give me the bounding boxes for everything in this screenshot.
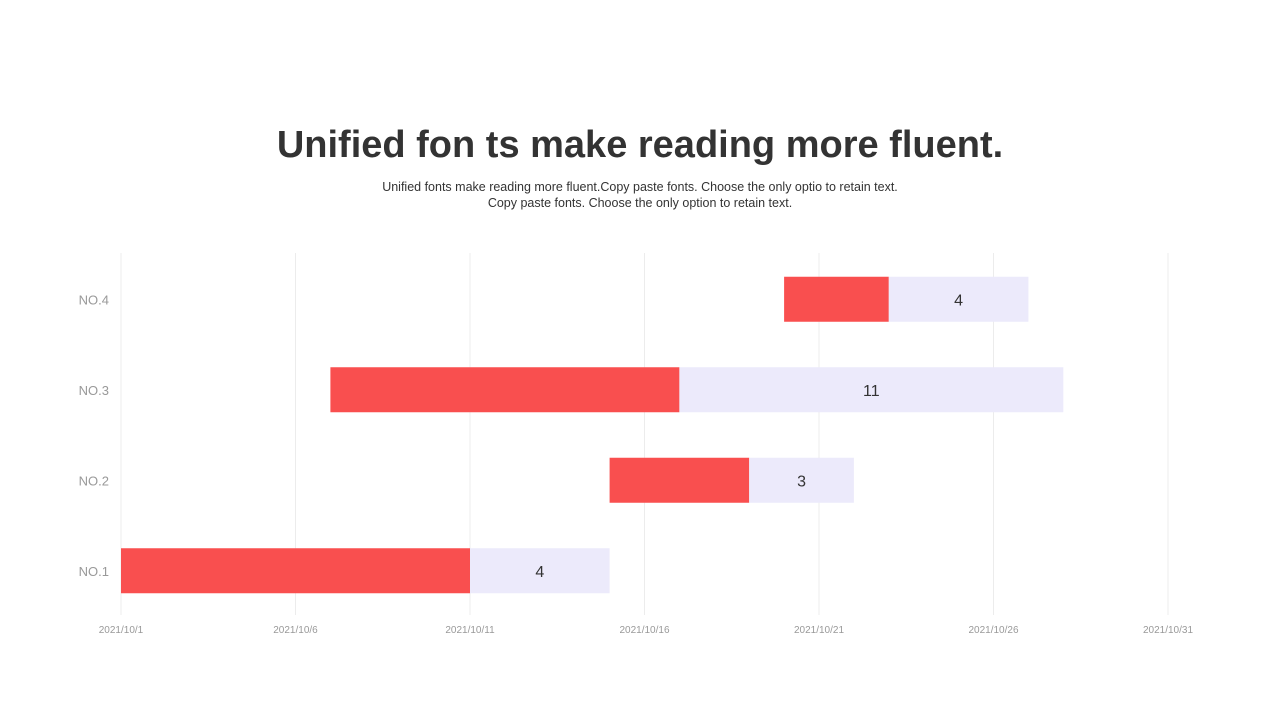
y-tick-label: NO.1 [79,564,109,579]
bar-remaining [749,457,854,503]
subtitle-line-1: Unified fonts make reading more fluent.C… [382,180,898,194]
y-tick-label: NO.4 [79,292,109,307]
chart-title: Unified fon ts make reading more fluent. [276,124,1004,166]
bar-elapsed [330,367,680,413]
y-tick-label: NO.2 [79,473,109,488]
data-label: 11 [863,383,880,400]
x-tick-label: 2021/10/1 [99,625,144,636]
data-label: 3 [797,473,806,490]
x-tick-label: 2021/10/6 [273,625,318,636]
data-label: 4 [535,564,544,581]
x-tick-label: 2021/10/21 [794,625,844,636]
bar-remaining [679,367,1064,413]
bar-remaining [888,276,1029,322]
x-tick-label: 2021/10/11 [445,625,495,636]
x-tick-label: 2021/10/31 [1143,625,1193,636]
data-label: 4 [954,292,963,309]
y-tick-label: NO.3 [79,383,109,398]
bar-elapsed [121,548,470,594]
x-tick-label: 2021/10/16 [619,625,669,636]
subtitle-line-2: Copy paste fonts. Choose the only option… [487,196,793,210]
x-tick-label: 2021/10/26 [968,625,1018,636]
bar-elapsed [784,276,889,322]
bar-remaining [470,548,610,594]
bar-elapsed [609,457,750,503]
